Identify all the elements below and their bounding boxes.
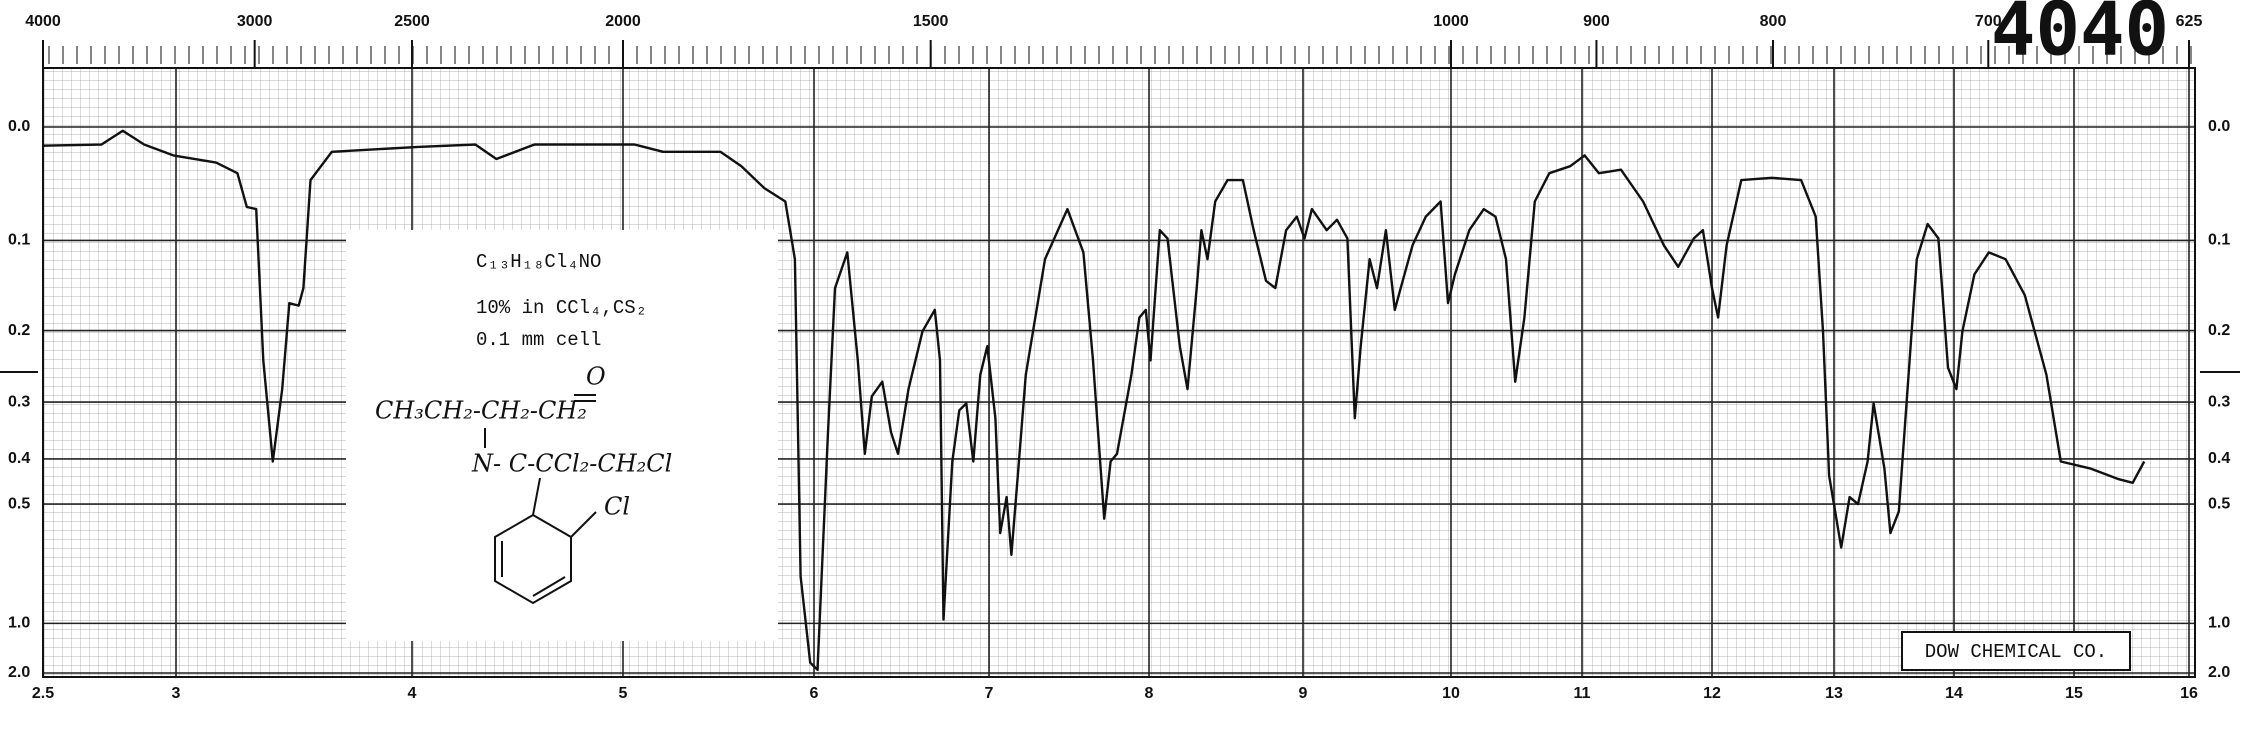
x-tick-label: 8	[1145, 685, 1154, 702]
x-tick-label: 2.5	[32, 685, 54, 702]
top-tick-label: 4000	[25, 13, 61, 30]
source: DOW CHEMICAL CO.	[1925, 641, 2107, 663]
x-tick-label: 13	[1825, 685, 1843, 702]
x-tick-label: 14	[1945, 685, 1963, 702]
x-tick-label: 11	[1574, 685, 1591, 702]
formula: C₁₃H₁₈Cl₄NO	[476, 251, 601, 273]
spectrum-number: 4040	[1991, 0, 2169, 73]
source-box: DOW CHEMICAL CO.	[1901, 631, 2131, 671]
x-tick-label: 5	[619, 685, 628, 702]
y-tick-label: 0.1	[8, 232, 30, 249]
structure-text: CH₃CH₂-CH₂-CH₂	[375, 397, 587, 425]
y-tick-label: 0.0	[8, 118, 30, 135]
y-tick-label: 0.4	[8, 450, 30, 467]
top-tick-label: 625	[2176, 13, 2203, 30]
y-tick-label: 0.5	[8, 495, 30, 512]
y-tick-label: 0.3	[2208, 393, 2230, 410]
x-tick-label: 12	[1703, 685, 1721, 702]
structure-text: Cl	[604, 493, 630, 521]
y-tick-label: 2.0	[8, 664, 30, 681]
top-tick-label: 1000	[1433, 13, 1469, 30]
top-tick-label: 1500	[913, 13, 949, 30]
plot-frame	[42, 67, 2196, 678]
top-tick-label: 800	[1760, 13, 1787, 30]
condition: 0.1 mm cell	[476, 329, 601, 351]
structure-bonds	[484, 394, 597, 605]
structure-text: O	[586, 363, 606, 391]
top-tick-strip	[43, 46, 2195, 64]
x-tick-label: 4	[408, 685, 417, 702]
condition: 10% in CCl₄,CS₂	[476, 297, 647, 319]
y-tick-label: 0.4	[2208, 450, 2230, 467]
y-tick-label: 0.5	[2208, 495, 2230, 512]
y-tick-label: 0.1	[2208, 232, 2230, 249]
spectrum-line	[42, 129, 2146, 671]
x-tick-label: 9	[1299, 685, 1308, 702]
y-tick-label: 0.2	[2208, 322, 2230, 339]
y-tick-label: 0.3	[8, 393, 30, 410]
sample-panel	[346, 230, 778, 641]
top-tick-label: 900	[1583, 13, 1610, 30]
x-tick-label: 10	[1442, 685, 1460, 702]
structure-text: N- C-CCl₂-CH₂Cl	[471, 450, 672, 478]
x-tick-label: 3	[172, 685, 181, 702]
top-tick-label: 2500	[394, 13, 430, 30]
y-tick-label: 2.0	[2208, 664, 2230, 681]
top-tick-label: 700	[1975, 13, 2002, 30]
y-tick-label: 1.0	[8, 615, 30, 632]
y-tick-label: 0.2	[8, 322, 30, 339]
grid	[42, 68, 2195, 677]
top-tick-label: 2000	[605, 13, 641, 30]
x-tick-label: 6	[810, 685, 819, 702]
y-tick-label: 0.0	[2208, 118, 2230, 135]
sample-box: C₁₃H₁₈Cl₄NO 10% in CCl₄,CS₂ 0.1 mm cell …	[346, 230, 778, 641]
x-tick-label: 15	[2065, 685, 2083, 702]
source-frame	[1901, 631, 2131, 671]
top-tick-label: 3000	[237, 13, 273, 30]
x-tick-label: 7	[985, 685, 994, 702]
x-tick-label: 16	[2180, 685, 2198, 702]
y-tick-label: 1.0	[2208, 615, 2230, 632]
